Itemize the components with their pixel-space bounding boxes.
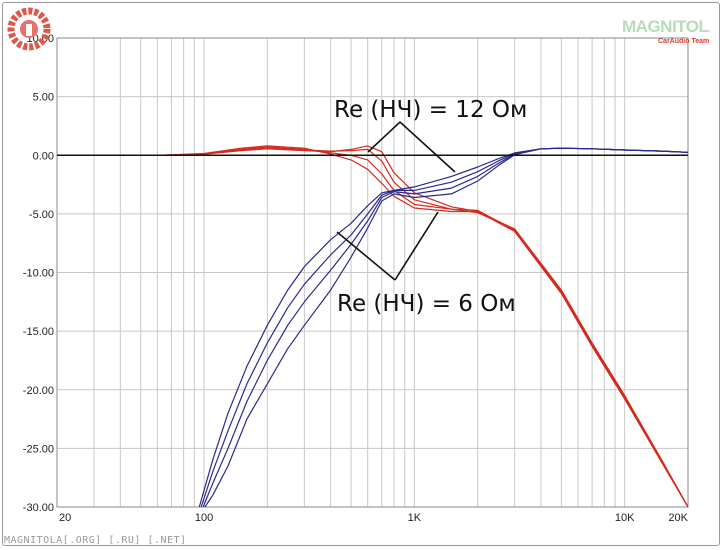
footer-watermark: MAGNITOLA[.ORG] [.RU] [.NET]: [4, 535, 187, 546]
x-axis-tick-labels: 20 100 1K 10K 20K: [59, 512, 689, 524]
grid: [56, 37, 689, 508]
y-tick-label: -5.00: [29, 209, 54, 221]
y-tick-label: -25.00: [23, 443, 54, 455]
magnitola-brand-logo: MAGNITOLA CarAudio Team: [622, 17, 710, 45]
y-tick-label: -15.00: [23, 326, 54, 338]
y-tick-label: -10.00: [23, 268, 54, 280]
x-tick-label: 10K: [615, 512, 635, 524]
x-tick-label: 20: [59, 512, 71, 524]
y-tick-label: 5.00: [33, 92, 54, 104]
annotation-leaders: [336, 121, 456, 281]
annotation-leader-line: [367, 121, 401, 153]
y-axis-tick-labels: 10.005.000.00-5.00-10.00-15.00-20.00-25.…: [23, 33, 54, 514]
x-tick-label: 100: [195, 512, 213, 524]
annotation-leader-line: [399, 121, 456, 173]
x-tick-label: 1K: [408, 512, 422, 524]
brand-word: MAGNITOLA: [622, 17, 710, 36]
y-tick-label: -30.00: [23, 502, 54, 514]
annotation-re-12: Re (НЧ) = 12 Ом: [334, 97, 527, 123]
highpass-curve-7: [204, 147, 689, 508]
annotation-re-6: Re (НЧ) = 6 Ом: [337, 291, 516, 317]
lowpass-curve-0: [57, 145, 689, 508]
lowpass-curve-2: [57, 146, 689, 508]
annotation-leader-line: [336, 231, 396, 281]
plot-area-border: [56, 37, 689, 508]
brand-sub: CarAudio Team: [658, 38, 709, 45]
y-tick-label: 0.00: [33, 150, 54, 162]
x-tick-label: 20K: [668, 512, 688, 524]
y-tick-label: -20.00: [23, 385, 54, 397]
magnitola-logo-icon: [7, 7, 51, 51]
series-lines: [57, 145, 689, 508]
annotation-leader-line: [394, 211, 439, 281]
lowpass-curve-3: [57, 145, 689, 508]
